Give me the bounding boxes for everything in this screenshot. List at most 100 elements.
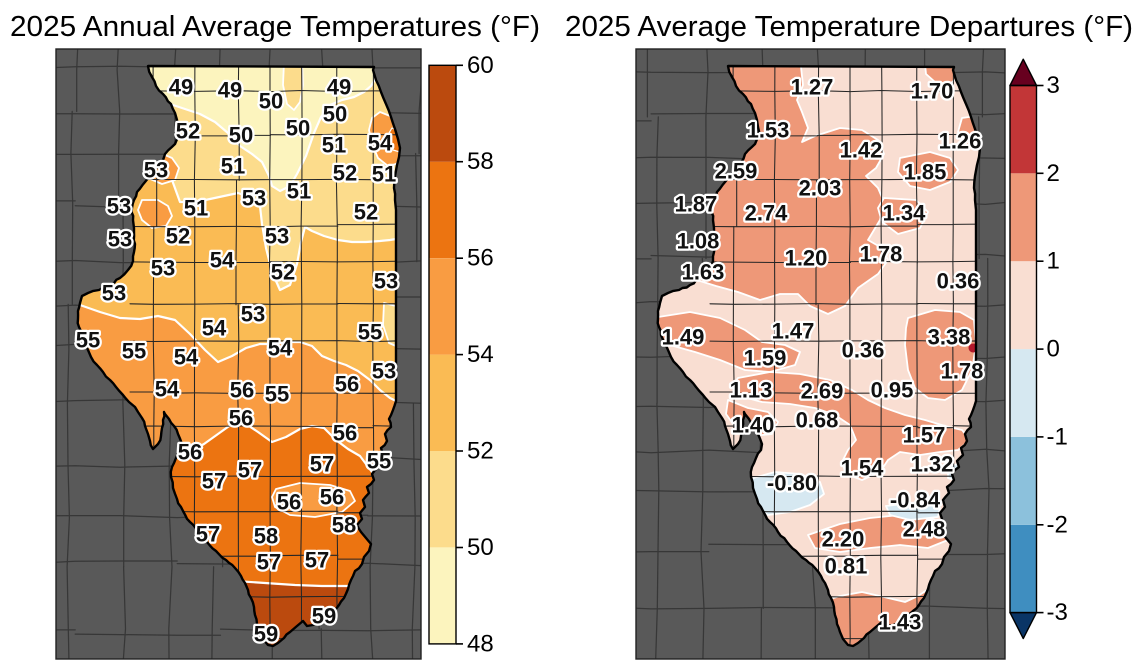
svg-text:56: 56 [335,372,359,397]
svg-text:55: 55 [358,320,382,345]
svg-text:53: 53 [242,186,266,211]
svg-text:1.47: 1.47 [772,319,815,344]
svg-text:1.49: 1.49 [662,325,705,350]
svg-text:2: 2 [1047,160,1060,187]
svg-text:59: 59 [312,604,336,629]
svg-text:-0.80: -0.80 [767,471,817,496]
svg-text:50: 50 [323,102,347,127]
svg-text:-0.84: -0.84 [890,488,941,513]
svg-text:54: 54 [368,131,393,156]
svg-text:53: 53 [265,224,289,249]
svg-text:52: 52 [271,260,295,285]
svg-text:55: 55 [265,382,289,407]
svg-text:54: 54 [155,377,180,402]
svg-text:56: 56 [467,245,494,272]
svg-text:0: 0 [1047,336,1060,363]
svg-text:52: 52 [176,119,200,144]
svg-text:-3: -3 [1047,599,1068,626]
svg-text:55: 55 [122,339,146,364]
svg-text:52: 52 [166,224,190,249]
svg-text:1.26: 1.26 [939,129,982,154]
svg-text:1.78: 1.78 [941,359,984,384]
svg-text:49: 49 [169,75,193,100]
svg-text:53: 53 [241,302,265,327]
svg-text:2.74: 2.74 [745,201,789,226]
svg-text:50: 50 [259,89,283,114]
svg-text:2.48: 2.48 [903,517,946,542]
svg-text:54: 54 [467,341,494,368]
svg-text:51: 51 [221,154,245,179]
svg-text:1.78: 1.78 [860,242,903,267]
svg-text:56: 56 [229,406,253,431]
svg-text:1.40: 1.40 [732,413,775,438]
svg-text:57: 57 [257,550,281,575]
svg-text:1.20: 1.20 [785,246,828,271]
svg-text:54: 54 [210,248,235,273]
svg-text:60: 60 [467,52,494,79]
svg-text:0.68: 0.68 [796,408,839,433]
svg-text:51: 51 [322,133,346,158]
svg-text:56: 56 [230,378,254,403]
svg-text:58: 58 [254,524,278,549]
svg-text:0.36: 0.36 [937,269,980,294]
svg-text:55: 55 [76,328,100,353]
svg-text:53: 53 [372,359,396,384]
svg-text:0.95: 0.95 [871,378,914,403]
svg-text:1.87: 1.87 [675,192,718,217]
svg-text:52: 52 [467,438,494,465]
svg-text:57: 57 [196,522,220,547]
svg-text:2.03: 2.03 [799,176,842,201]
svg-text:51: 51 [184,196,208,221]
svg-text:1.59: 1.59 [744,346,787,371]
svg-text:54: 54 [202,316,227,341]
svg-text:57: 57 [310,452,334,477]
svg-text:1.27: 1.27 [791,75,834,100]
svg-text:1.85: 1.85 [904,160,947,185]
svg-text:49: 49 [218,78,242,103]
svg-text:50: 50 [467,534,494,561]
svg-text:54: 54 [268,336,293,361]
svg-text:1.63: 1.63 [682,260,725,285]
svg-text:51: 51 [287,179,311,204]
svg-text:0.81: 0.81 [825,554,868,579]
svg-text:1: 1 [1047,248,1060,275]
svg-text:50: 50 [286,116,310,141]
svg-text:55: 55 [367,449,391,474]
svg-text:2025 Average Temperature Depar: 2025 Average Temperature Departures (°F) [565,11,1133,43]
svg-text:49: 49 [327,75,351,100]
svg-text:0.36: 0.36 [842,338,885,363]
svg-text:56: 56 [178,440,202,465]
svg-text:48: 48 [467,630,494,657]
svg-text:1.70: 1.70 [911,79,954,104]
svg-text:1.43: 1.43 [879,610,922,635]
svg-text:1.13: 1.13 [730,378,773,403]
svg-text:53: 53 [102,281,126,306]
svg-text:56: 56 [320,485,344,510]
svg-text:57: 57 [238,458,262,483]
svg-text:56: 56 [277,490,301,515]
svg-text:1.34: 1.34 [883,201,927,226]
svg-text:2025 Annual Average Temperatur: 2025 Annual Average Temperatures (°F) [10,11,540,43]
svg-text:-2: -2 [1047,511,1068,538]
svg-text:57: 57 [202,469,226,494]
svg-text:1.42: 1.42 [840,138,883,163]
svg-text:1.08: 1.08 [677,229,720,254]
svg-text:1.57: 1.57 [903,423,946,448]
svg-text:52: 52 [354,200,378,225]
svg-text:3: 3 [1047,72,1060,99]
svg-text:51: 51 [372,162,396,187]
svg-text:1.54: 1.54 [841,456,885,481]
svg-text:53: 53 [107,194,131,219]
svg-text:3.38: 3.38 [928,325,971,350]
svg-text:57: 57 [305,548,329,573]
svg-text:50: 50 [229,123,253,148]
svg-text:53: 53 [374,269,398,294]
svg-text:52: 52 [333,161,357,186]
svg-text:1.32: 1.32 [911,452,954,477]
svg-text:58: 58 [467,148,494,175]
svg-text:58: 58 [332,513,356,538]
svg-text:2.59: 2.59 [715,159,758,184]
svg-text:2.20: 2.20 [822,527,865,552]
svg-text:53: 53 [151,256,175,281]
svg-text:59: 59 [254,622,278,647]
